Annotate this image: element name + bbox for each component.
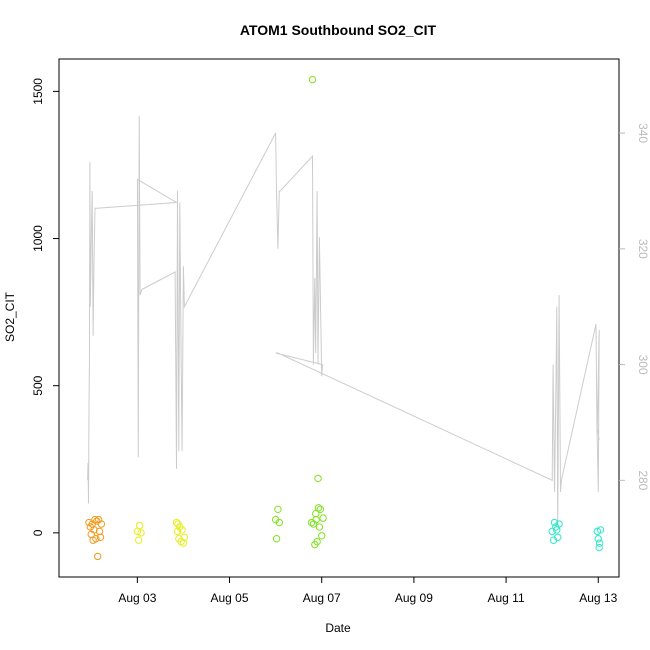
data-point	[596, 526, 605, 534]
data-point	[137, 529, 145, 537]
data-point	[548, 527, 556, 536]
data-point	[318, 532, 326, 540]
data-point	[178, 526, 186, 534]
data-point	[312, 515, 320, 524]
y-axis-left: 0 500 1000 1500	[31, 78, 59, 536]
points-layer	[85, 75, 605, 561]
y-tick-label: 500	[31, 375, 45, 395]
data-point	[316, 505, 325, 514]
x-tick-label: Aug 07	[303, 591, 341, 605]
data-point	[595, 539, 604, 547]
x-axis: Aug 03 Aug 05 Aug 07 Aug 09 Aug 11 Aug 13	[118, 577, 618, 605]
right-axis-series-layer	[87, 115, 600, 527]
plot-frame	[58, 58, 620, 578]
y2-tick-label: 340	[636, 123, 650, 143]
x-tick-label: Aug 09	[395, 591, 433, 605]
data-point	[275, 518, 284, 527]
data-point	[595, 543, 603, 552]
data-point	[93, 517, 101, 525]
data-point	[594, 535, 602, 543]
data-point	[314, 474, 322, 483]
y-tick-label: 1500	[31, 78, 45, 105]
data-point	[94, 552, 102, 561]
data-point	[92, 535, 100, 543]
data-point	[555, 520, 563, 528]
data-point	[173, 527, 182, 536]
x-tick-label: Aug 05	[211, 591, 249, 605]
y-tick-label: 0	[31, 529, 45, 536]
data-point	[307, 518, 316, 527]
data-point	[135, 521, 144, 530]
data-point	[308, 75, 317, 84]
data-point	[97, 520, 106, 528]
data-point	[319, 514, 327, 522]
y-axis-right: 280 300 320 340	[619, 123, 650, 491]
x-axis-label: Date	[325, 621, 351, 635]
x-tick-label: Aug 03	[118, 591, 156, 605]
data-point	[272, 535, 281, 543]
y2-tick-label: 320	[636, 239, 650, 259]
x-tick-label: Aug 13	[579, 591, 617, 605]
y2-tick-label: 280	[636, 470, 650, 490]
data-point	[313, 537, 321, 546]
data-point	[180, 533, 189, 541]
data-point	[553, 533, 562, 541]
data-point	[550, 518, 559, 527]
data-point	[274, 505, 282, 514]
data-point	[96, 533, 105, 541]
right-axis-series-line	[87, 115, 600, 527]
data-point	[172, 518, 181, 527]
data-point	[315, 523, 324, 531]
y2-tick-label: 300	[636, 355, 650, 375]
y-tick-label: 1000	[31, 225, 45, 252]
data-point	[314, 504, 323, 512]
data-point	[90, 526, 98, 534]
data-point	[91, 515, 99, 524]
y-axis-label: SO2_CIT	[3, 291, 17, 342]
data-point	[135, 536, 143, 544]
chart-title: ATOM1 Southbound SO2_CIT	[240, 22, 437, 38]
x-tick-label: Aug 11	[488, 591, 525, 605]
data-point	[174, 520, 182, 528]
